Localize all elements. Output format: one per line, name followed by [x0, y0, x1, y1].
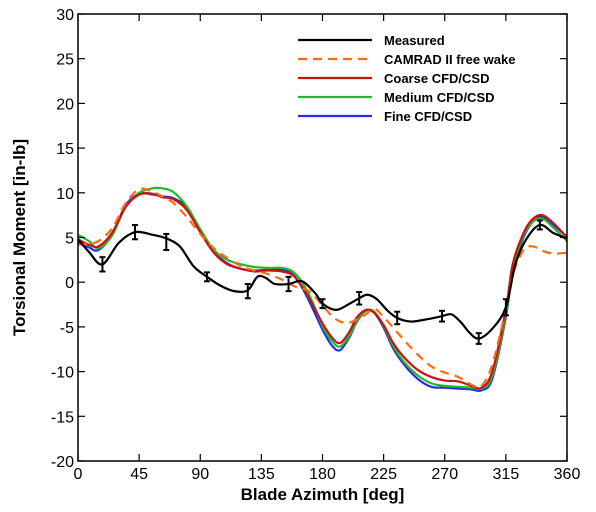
y-tick-label: 20 [56, 96, 74, 113]
y-tick-label: 10 [56, 186, 74, 203]
plot-frame [77, 13, 568, 462]
x-tick-label: 0 [74, 466, 83, 483]
y-tick-label: 30 [56, 7, 74, 24]
error-bar [163, 232, 170, 252]
error-bar [439, 309, 446, 323]
error-bar [132, 223, 139, 241]
legend-label: Coarse CFD/CSD [384, 71, 489, 86]
series-line-coarse-cfd-csd [78, 192, 567, 390]
series-line-measured [78, 223, 567, 340]
x-tick-label: 90 [191, 466, 209, 483]
error-bar [285, 275, 292, 293]
error-bar [244, 282, 251, 300]
x-axis-title: Blade Azimuth [deg] [241, 485, 405, 504]
series-lines [78, 186, 567, 393]
y-tick-label: 5 [65, 231, 74, 248]
x-tick-label: 135 [248, 466, 275, 483]
x-tick-label: 315 [493, 466, 520, 483]
y-tick-label: 0 [65, 275, 74, 292]
error-bar [536, 219, 543, 231]
y-axis-title: Torsional Moment [in-lb] [10, 139, 29, 336]
x-tick-label: 270 [431, 466, 458, 483]
y-axis: -20 -15 -10 -5 0 5 10 15 20 25 30 [51, 7, 567, 471]
error-bar [319, 298, 326, 310]
x-axis: 0 45 90 135 180 225 270 315 360 [74, 14, 581, 483]
y-tick-label: 25 [56, 52, 74, 69]
error-bar [99, 256, 106, 273]
y-tick-label: -15 [51, 409, 74, 426]
legend: Measured CAMRAD II free wake Coarse CFD/CS… [298, 33, 515, 124]
series-line-fine-cfd-csd [78, 191, 567, 393]
error-bar [356, 291, 363, 306]
y-tick-label: 15 [56, 141, 74, 158]
legend-label: Medium CFD/CSD [384, 90, 495, 105]
legend-label: Measured [384, 33, 445, 48]
error-bar [204, 271, 211, 283]
y-tick-label: -10 [51, 365, 74, 382]
error-bars [99, 219, 543, 345]
y-tick-label: -5 [60, 320, 74, 337]
series-line-camrad-ii-free-wake [78, 187, 567, 389]
x-tick-label: 360 [554, 466, 581, 483]
error-bar [502, 298, 509, 317]
legend-label: Fine CFD/CSD [384, 109, 472, 124]
error-bar [475, 332, 482, 345]
legend-label: CAMRAD II free wake [384, 52, 515, 67]
y-tick-label: -20 [51, 454, 74, 471]
series-line-medium-cfd-csd [78, 186, 567, 391]
error-bar [394, 310, 401, 326]
x-tick-label: 180 [309, 466, 336, 483]
x-tick-label: 45 [130, 466, 148, 483]
x-tick-label: 225 [370, 466, 397, 483]
